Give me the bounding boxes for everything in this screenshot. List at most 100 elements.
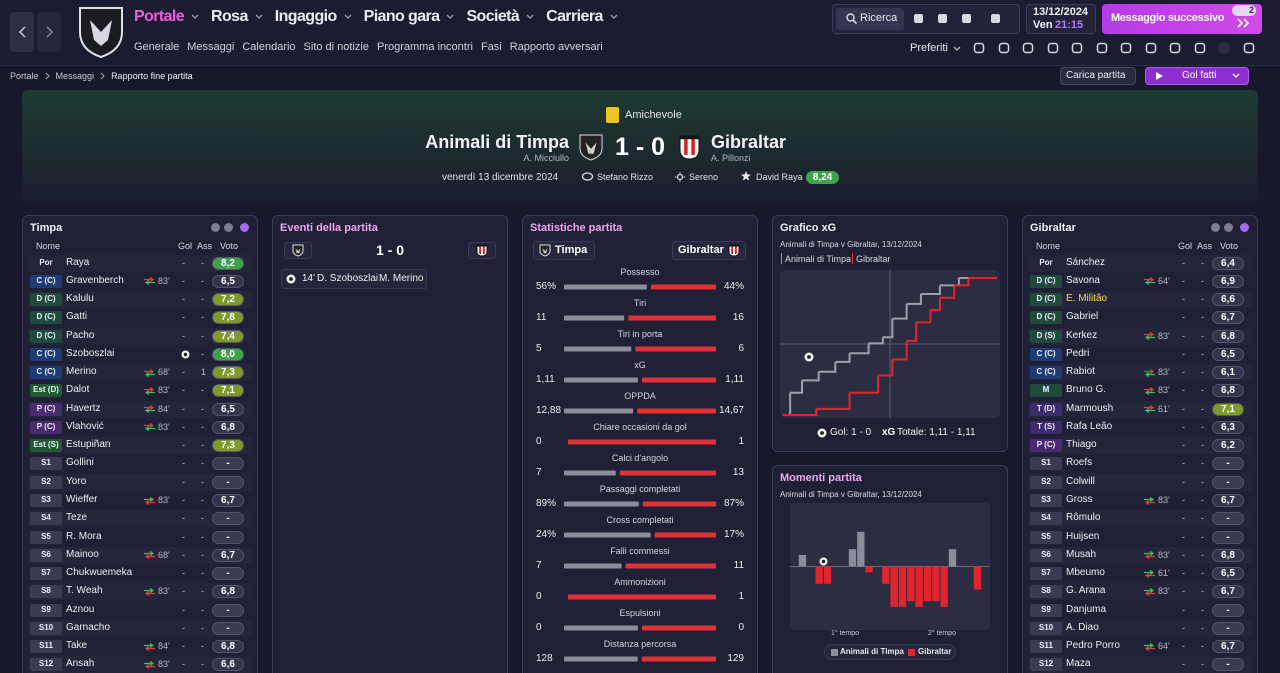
player-name: E. Militão [1066, 293, 1108, 305]
player-row[interactable] [1028, 345, 1252, 363]
sub-arrow [1144, 408, 1155, 414]
xg-step [954, 277, 970, 287]
submenu-item[interactable]: Sito di notizie [303, 41, 369, 53]
player-row[interactable] [1028, 638, 1252, 656]
player-row[interactable] [28, 272, 252, 290]
stat-bar-away [642, 377, 716, 383]
toggle-dot[interactable] [240, 223, 249, 232]
player-row[interactable] [1028, 565, 1252, 583]
player-row[interactable] [28, 638, 252, 656]
player-row[interactable] [1028, 382, 1252, 400]
player-row[interactable] [1028, 309, 1252, 327]
menu-item[interactable]: Carriera [546, 8, 618, 26]
player-row[interactable] [28, 400, 252, 418]
player-row[interactable] [28, 455, 252, 473]
player-row[interactable] [1028, 619, 1252, 637]
submenu-item[interactable]: Programma incontri [376, 41, 473, 53]
position-badge [30, 512, 62, 526]
date-box[interactable] [1026, 4, 1096, 34]
substitution-minute: 84' [158, 641, 170, 652]
load-match-button[interactable] [1060, 67, 1136, 85]
rating-pill [1212, 494, 1244, 507]
player-row[interactable] [1028, 272, 1252, 290]
player-row[interactable] [1028, 364, 1252, 382]
player-row[interactable] [28, 437, 252, 455]
submenu-item[interactable]: Generale [134, 41, 180, 53]
toggle-dot[interactable] [1211, 223, 1220, 232]
breadcrumb-item[interactable]: Messaggi [55, 71, 95, 81]
player-row[interactable] [28, 345, 252, 363]
player-row[interactable] [28, 619, 252, 637]
back-button[interactable] [10, 12, 34, 52]
player-row[interactable] [28, 492, 252, 509]
player-row[interactable] [28, 565, 252, 583]
submenu-item[interactable]: Calendario [242, 41, 296, 53]
player-row[interactable] [1028, 583, 1252, 601]
player-row[interactable] [1028, 473, 1252, 491]
player-row[interactable] [28, 327, 252, 345]
breadcrumb-item[interactable]: Portale [10, 71, 39, 81]
menu-item[interactable]: Rosa [211, 8, 263, 26]
player-row[interactable] [1028, 528, 1252, 546]
player-row[interactable] [28, 510, 252, 528]
player-row[interactable] [28, 601, 252, 619]
position-badge [1030, 384, 1062, 398]
sub-arrow [1144, 569, 1155, 575]
player-row[interactable] [28, 528, 252, 546]
position: S1 [1041, 458, 1051, 468]
stat-home-value: 11 [536, 312, 547, 323]
toolbar-icon [914, 14, 923, 23]
goals: - [182, 659, 185, 670]
player-row[interactable] [28, 291, 252, 309]
stats-bars [564, 284, 716, 662]
player-row[interactable] [28, 364, 252, 382]
submenu-item[interactable]: Fasi [480, 41, 502, 53]
player-row[interactable] [28, 254, 252, 272]
toggle-dot[interactable] [224, 223, 233, 232]
search-button[interactable] [836, 8, 904, 30]
toggle-dot[interactable] [1224, 223, 1233, 232]
forward-button[interactable] [37, 12, 61, 52]
player-row[interactable] [1028, 254, 1252, 272]
player-row[interactable] [1028, 327, 1252, 345]
menu-item[interactable]: Portale [134, 8, 199, 26]
player-row[interactable] [1028, 400, 1252, 418]
event-row[interactable] [281, 269, 427, 289]
toggle-dot[interactable] [211, 223, 220, 232]
menu-item[interactable]: Piano gara [364, 8, 455, 26]
submenu-item[interactable]: Rapporto avversari [509, 41, 603, 53]
player-row[interactable] [28, 473, 252, 491]
player-row[interactable] [1028, 546, 1252, 564]
toggle-dot[interactable] [1240, 223, 1249, 232]
player-row[interactable] [1028, 291, 1252, 309]
position-badge [1030, 402, 1062, 416]
player-row[interactable] [28, 656, 252, 673]
player-row[interactable] [1028, 510, 1252, 528]
rating-pill [1212, 402, 1244, 416]
player-row[interactable] [1028, 418, 1252, 436]
ball-patch [289, 277, 293, 281]
sub-arrow [144, 405, 155, 411]
next-message-label[interactable]: Messaggio successivo [1111, 12, 1225, 24]
submenu-item[interactable]: Messaggi [187, 41, 235, 53]
player-row[interactable] [28, 309, 252, 327]
xg-key: xG [882, 427, 896, 438]
menu-item[interactable]: Ingaggio [275, 8, 352, 26]
menu-item[interactable]: Società [466, 8, 534, 26]
icon-shape [938, 14, 947, 23]
chevron-line [610, 14, 618, 19]
goals-button[interactable] [1145, 67, 1249, 85]
search-label[interactable]: Ricerca [860, 12, 898, 24]
player-row[interactable] [1028, 656, 1252, 673]
goals: - [182, 568, 185, 579]
player-row[interactable] [28, 583, 252, 601]
player-row[interactable] [28, 546, 252, 564]
rating-pill [1212, 366, 1244, 380]
player-row[interactable] [28, 382, 252, 400]
player-row[interactable] [1028, 455, 1252, 473]
player-row[interactable] [28, 418, 252, 436]
player-row[interactable] [1028, 492, 1252, 509]
player-row[interactable] [1028, 601, 1252, 619]
player-row[interactable] [1028, 437, 1252, 455]
favorites-label[interactable]: Preferiti [910, 42, 948, 54]
